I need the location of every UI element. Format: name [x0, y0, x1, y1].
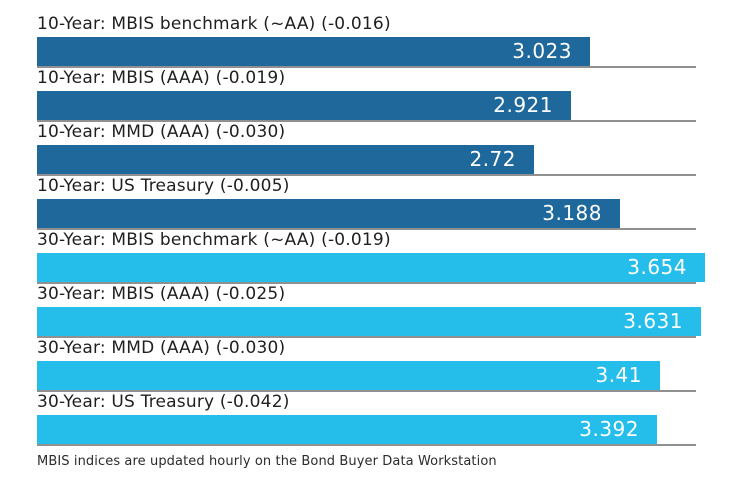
bar-track: 3.654	[37, 253, 705, 284]
bar: 3.392	[37, 415, 657, 444]
bar-label: 10-Year: US Treasury (-0.005)	[37, 176, 290, 196]
bar-value-label: 3.631	[623, 309, 683, 333]
bar-label: 10-Year: MMD (AAA) (-0.030)	[37, 122, 286, 142]
bar-value-label: 2.72	[469, 147, 516, 171]
bar: 3.631	[37, 307, 701, 336]
bar-track: 3.631	[37, 307, 701, 338]
bar-row: 30-Year: MBIS (AAA) (-0.025) 3.631	[37, 284, 740, 338]
bar-track: 2.921	[37, 91, 696, 122]
bar-value-label: 3.392	[579, 417, 639, 441]
bar-value-label: 3.41	[595, 363, 642, 387]
bar: 3.41	[37, 361, 660, 390]
bar-track: 3.023	[37, 37, 696, 68]
bar-row: 10-Year: US Treasury (-0.005) 3.188	[37, 176, 740, 230]
bar-row: 10-Year: MBIS benchmark (~AA) (-0.016) 3.…	[37, 14, 740, 68]
bar-row: 30-Year: US Treasury (-0.042) 3.392	[37, 392, 740, 446]
bar-value-label: 3.188	[542, 201, 602, 225]
bar-label: 10-Year: MBIS benchmark (~AA) (-0.016)	[37, 14, 391, 34]
bar: 2.72	[37, 145, 534, 174]
bar-label: 30-Year: MBIS (AAA) (-0.025)	[37, 284, 286, 304]
bar-row: 30-Year: MBIS benchmark (~AA) (-0.019) 3.…	[37, 230, 740, 284]
bar-label: 30-Year: MBIS benchmark (~AA) (-0.019)	[37, 230, 391, 250]
bar-value-label: 3.654	[627, 255, 687, 279]
bar-track: 3.392	[37, 415, 696, 446]
chart-plot-area: 10-Year: MBIS benchmark (~AA) (-0.016) 3.…	[37, 14, 740, 446]
bar-label: 10-Year: MBIS (AAA) (-0.019)	[37, 68, 286, 88]
bar-track: 2.72	[37, 145, 696, 176]
bar-label: 30-Year: US Treasury (-0.042)	[37, 392, 290, 412]
bar-track: 3.41	[37, 361, 696, 392]
bar-track: 3.188	[37, 199, 696, 230]
bar-row: 10-Year: MMD (AAA) (-0.030) 2.72	[37, 122, 740, 176]
bar-label: 30-Year: MMD (AAA) (-0.030)	[37, 338, 286, 358]
footnote: MBIS indices are updated hourly on the B…	[37, 454, 497, 469]
bar: 3.188	[37, 199, 620, 228]
bar: 2.921	[37, 91, 571, 120]
bar-row: 30-Year: MMD (AAA) (-0.030) 3.41	[37, 338, 740, 392]
bar: 3.023	[37, 37, 590, 66]
bar-value-label: 2.921	[493, 93, 553, 117]
bar-row: 10-Year: MBIS (AAA) (-0.019) 2.921	[37, 68, 740, 122]
bar: 3.654	[37, 253, 705, 282]
bar-value-label: 3.023	[512, 39, 572, 63]
